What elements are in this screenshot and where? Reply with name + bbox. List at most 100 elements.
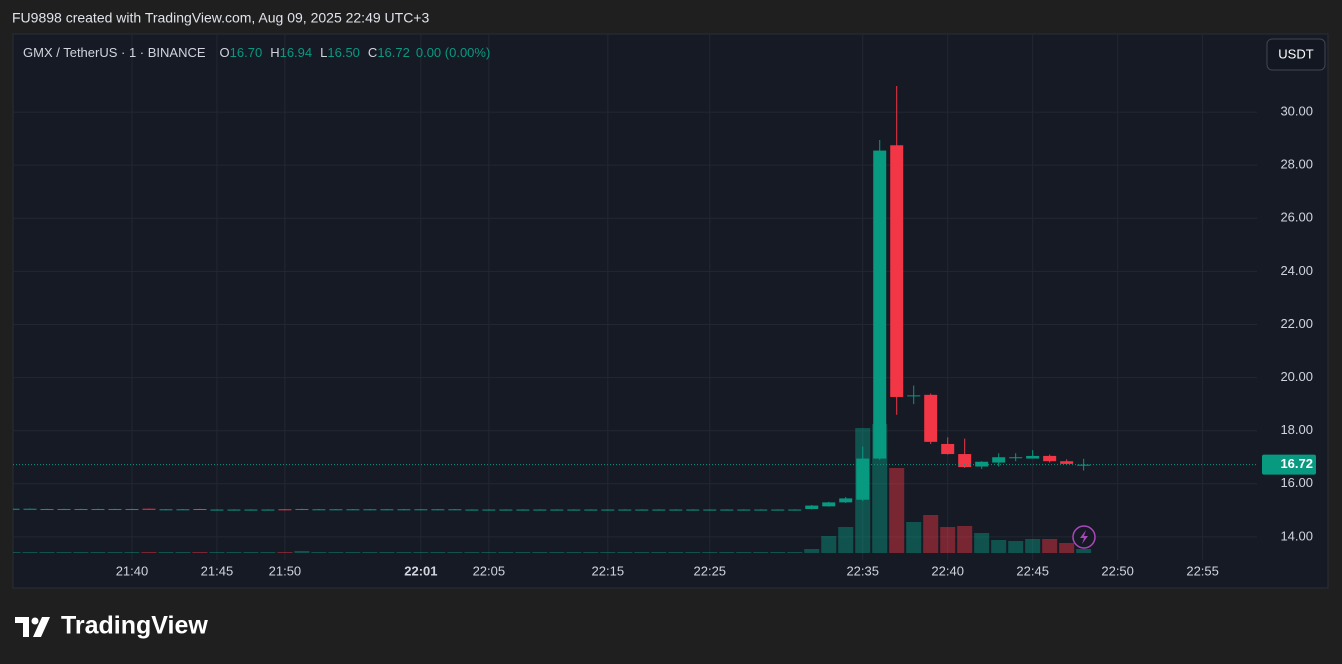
volume-bar <box>940 527 956 553</box>
candle-body <box>23 508 37 510</box>
currency-button[interactable] <box>1266 38 1326 71</box>
currency[interactable]: USDT <box>1278 46 1313 61</box>
x-tick-label: 22:35 <box>846 563 879 578</box>
x-tick-label: 22:40 <box>931 563 964 578</box>
volume-bar <box>770 552 786 553</box>
volume-bar <box>1059 543 1075 553</box>
volume-bar <box>889 468 905 553</box>
volume-bar <box>617 552 633 553</box>
x-tick-label: 21:45 <box>201 563 234 578</box>
candle-body <box>448 509 462 511</box>
volume-bar <box>209 552 225 553</box>
x-tick-label: 22:45 <box>1016 563 1049 578</box>
candle-body <box>74 509 88 511</box>
volume-bar <box>583 552 599 553</box>
volume-bar <box>481 552 497 553</box>
volume-bar <box>549 552 565 553</box>
change: 0.00 (0.00%) <box>416 45 490 60</box>
volume-bar <box>277 552 293 553</box>
volume-bar <box>175 552 191 553</box>
candle-body <box>669 509 683 511</box>
volume-bar <box>923 515 939 553</box>
candle-body <box>380 509 394 511</box>
volume-bar <box>838 527 854 553</box>
candle-body <box>635 509 649 511</box>
x-tick-label: 21:40 <box>116 563 149 578</box>
candle-body <box>159 509 173 511</box>
candle-body <box>1026 455 1040 459</box>
candle-body <box>890 145 904 397</box>
candle-body <box>1009 457 1023 459</box>
candle-body <box>533 509 547 511</box>
volume-bar <box>702 552 718 553</box>
header: FU9898 created with TradingView.com, Aug… <box>12 10 429 26</box>
candle-body <box>873 150 887 459</box>
volume-bar <box>634 552 650 553</box>
axes: 14.00 16.00 18.00 20.00 22.00 24.00 26.00 28.00… <box>116 104 1316 578</box>
volume-bar <box>260 552 276 553</box>
candle-body <box>788 509 802 511</box>
volume-bar <box>90 552 106 553</box>
candle-body <box>57 509 71 511</box>
candle-body <box>737 509 751 511</box>
candle-body <box>91 509 105 511</box>
candle-body <box>975 461 989 467</box>
candle-body <box>193 509 207 511</box>
volume-bar <box>906 522 922 553</box>
volume-bar <box>1025 539 1041 553</box>
volume-bar <box>430 552 446 553</box>
x-tick-label: 22:01 <box>404 563 437 578</box>
x-tick-label: 22:25 <box>694 563 727 578</box>
candle-body <box>227 509 241 511</box>
volume-bar <box>957 526 973 553</box>
volume-bar <box>464 552 480 553</box>
candle-body <box>431 509 445 511</box>
candle-body <box>278 509 292 511</box>
legend-value: 16.94 <box>280 45 313 60</box>
volume-bar <box>226 552 242 553</box>
candle-body <box>125 509 139 511</box>
y-tick-label: 22.00 <box>1280 316 1313 331</box>
volume-bar <box>396 552 412 553</box>
y-tick-label: 16.00 <box>1280 475 1313 490</box>
candle-body <box>924 394 938 442</box>
candle-body <box>482 509 496 511</box>
volume-bar <box>13 552 21 553</box>
volume-bar <box>39 552 55 553</box>
volume-bar <box>141 552 157 553</box>
candle-body <box>907 395 921 397</box>
volume-bar <box>345 552 361 553</box>
candle-body <box>1077 464 1091 466</box>
alert-icon[interactable] <box>1072 525 1096 549</box>
candle-body <box>363 509 377 511</box>
x-tick-label: 22:55 <box>1186 563 1219 578</box>
legend: GMX / TetherUS · 1 · BINANCE O16.70 H16.94… <box>23 45 490 60</box>
y-tick-label: 18.00 <box>1280 422 1313 437</box>
candle-body <box>516 509 530 511</box>
candle-body <box>754 509 768 511</box>
volume-bar <box>107 552 123 553</box>
volume-bar <box>753 552 769 553</box>
candle-body <box>244 509 258 511</box>
candle-body <box>312 509 326 511</box>
volume-bar <box>787 552 803 553</box>
volume-bar <box>515 552 531 553</box>
volume-bar <box>447 552 463 553</box>
candle-body <box>822 502 836 507</box>
x-tick-label: 22:15 <box>592 563 625 578</box>
volume-bar <box>22 552 38 553</box>
candle-body <box>329 509 343 511</box>
volume-bar <box>243 552 259 553</box>
volume-bar <box>311 552 327 553</box>
candle-body <box>856 458 870 500</box>
candle-body <box>703 509 717 511</box>
legend-key: H <box>270 45 279 60</box>
volume-bar <box>1076 549 1092 553</box>
volume-bar <box>566 552 582 553</box>
candle-body <box>346 509 360 511</box>
candle-body <box>210 509 224 511</box>
brand: TradingView <box>61 612 208 640</box>
volume-bar <box>73 552 89 553</box>
candle-body <box>584 509 598 511</box>
